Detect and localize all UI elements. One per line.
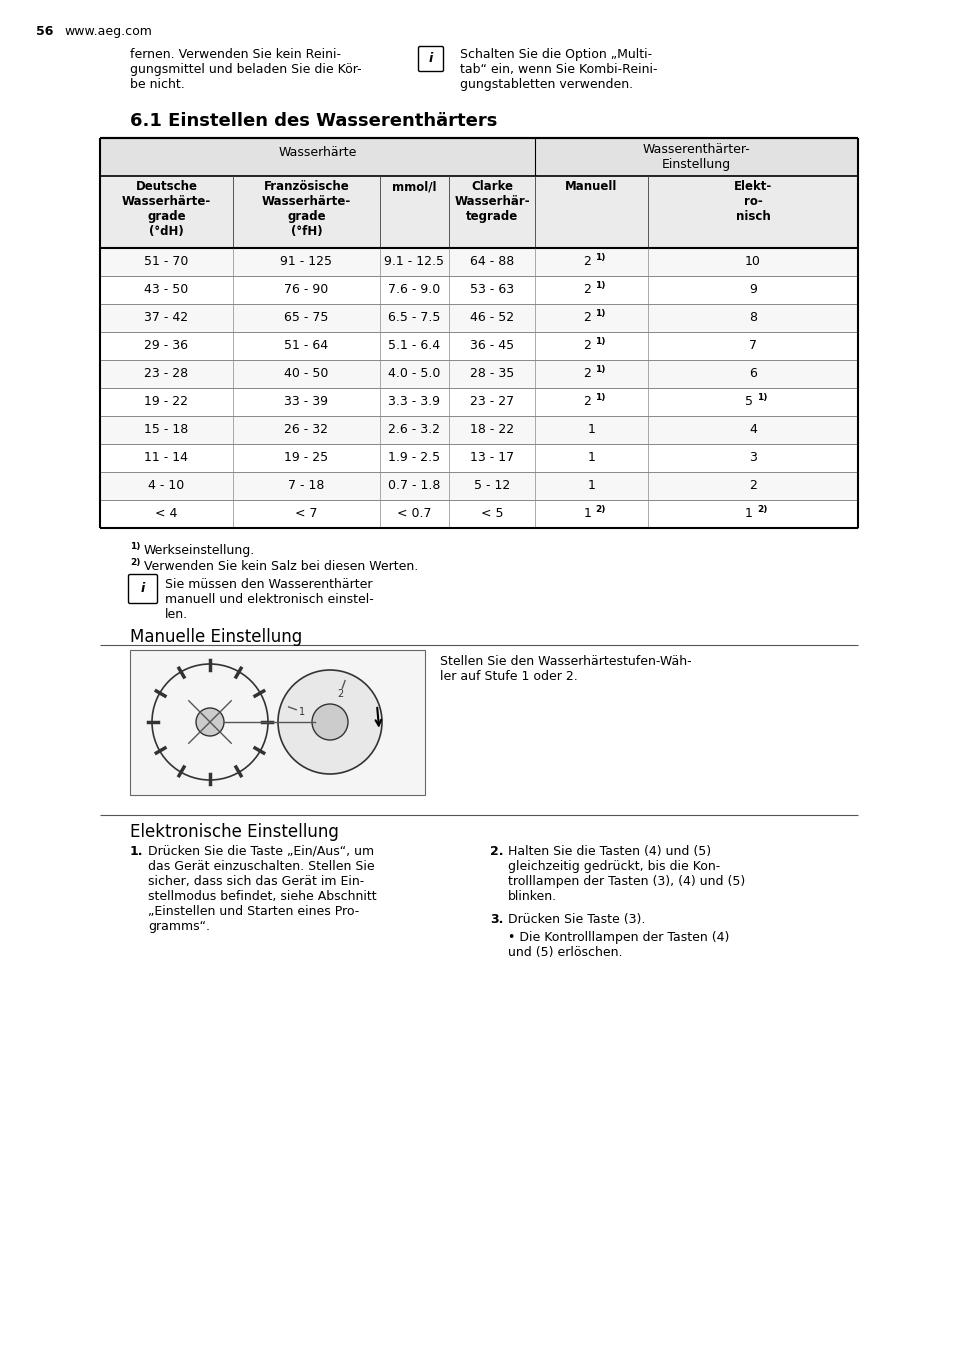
Text: 76 - 90: 76 - 90 xyxy=(284,283,328,296)
Text: 1: 1 xyxy=(744,507,752,521)
Text: 7.6 - 9.0: 7.6 - 9.0 xyxy=(388,283,440,296)
Text: Drücken Sie Taste (3).: Drücken Sie Taste (3). xyxy=(507,913,644,926)
Text: Manuell: Manuell xyxy=(565,180,617,193)
Circle shape xyxy=(312,704,348,740)
FancyBboxPatch shape xyxy=(129,575,157,603)
Text: 6: 6 xyxy=(748,366,756,380)
Text: Sie müssen den Wasserenthärter
manuell und elektronisch einstel-
len.: Sie müssen den Wasserenthärter manuell u… xyxy=(165,579,374,621)
Text: 1): 1) xyxy=(595,281,605,289)
Text: Clarke
Wasserhär-
tegrade: Clarke Wasserhär- tegrade xyxy=(454,180,529,223)
Text: 3: 3 xyxy=(748,452,756,464)
Text: 15 - 18: 15 - 18 xyxy=(144,423,189,435)
Text: Elekt-
ro-
nisch: Elekt- ro- nisch xyxy=(733,180,771,223)
Text: 36 - 45: 36 - 45 xyxy=(470,339,514,352)
Text: 2.6 - 3.2: 2.6 - 3.2 xyxy=(388,423,440,435)
Text: 53 - 63: 53 - 63 xyxy=(470,283,514,296)
Text: < 5: < 5 xyxy=(480,507,503,521)
Text: 2.: 2. xyxy=(490,845,503,859)
Text: 43 - 50: 43 - 50 xyxy=(144,283,189,296)
Text: 23 - 27: 23 - 27 xyxy=(470,395,514,408)
Text: Manuelle Einstellung: Manuelle Einstellung xyxy=(130,627,302,646)
Text: 3.3 - 3.9: 3.3 - 3.9 xyxy=(388,395,440,408)
Text: fernen. Verwenden Sie kein Reini-
gungsmittel und beladen Sie die Kör-
be nicht.: fernen. Verwenden Sie kein Reini- gungsm… xyxy=(130,49,361,91)
Bar xyxy=(100,500,857,529)
Text: 1.9 - 2.5: 1.9 - 2.5 xyxy=(388,452,440,464)
Bar xyxy=(100,247,857,276)
Text: 1): 1) xyxy=(595,337,605,346)
Text: 9: 9 xyxy=(748,283,756,296)
Text: Halten Sie die Tasten (4) und (5)
gleichzeitig gedrückt, bis die Kon-
trolllampe: Halten Sie die Tasten (4) und (5) gleich… xyxy=(507,845,744,903)
Text: 2: 2 xyxy=(583,366,591,380)
Text: Stellen Sie den Wasserhärtestufen-Wäh-
ler auf Stufe 1 oder 2.: Stellen Sie den Wasserhärtestufen-Wäh- l… xyxy=(439,654,691,683)
Text: 33 - 39: 33 - 39 xyxy=(284,395,328,408)
Text: 40 - 50: 40 - 50 xyxy=(284,366,329,380)
Text: Drücken Sie die Taste „Ein/Aus“, um
das Gerät einzuschalten. Stellen Sie
sicher,: Drücken Sie die Taste „Ein/Aus“, um das … xyxy=(148,845,376,933)
Text: 13 - 17: 13 - 17 xyxy=(470,452,514,464)
Circle shape xyxy=(195,708,224,735)
Text: 7: 7 xyxy=(748,339,757,352)
Text: 1: 1 xyxy=(587,479,595,492)
Text: 4.0 - 5.0: 4.0 - 5.0 xyxy=(388,366,440,380)
Text: 1: 1 xyxy=(587,423,595,435)
Text: 26 - 32: 26 - 32 xyxy=(284,423,328,435)
Text: 4: 4 xyxy=(748,423,756,435)
Text: 1): 1) xyxy=(595,310,605,318)
Text: 65 - 75: 65 - 75 xyxy=(284,311,329,324)
Bar xyxy=(130,650,424,795)
Text: 2: 2 xyxy=(583,283,591,296)
Text: < 0.7: < 0.7 xyxy=(396,507,432,521)
Text: Verwenden Sie kein Salz bei diesen Werten.: Verwenden Sie kein Salz bei diesen Werte… xyxy=(144,560,417,573)
Text: 2: 2 xyxy=(748,479,756,492)
Text: 1): 1) xyxy=(595,253,605,262)
Text: 51 - 64: 51 - 64 xyxy=(284,339,328,352)
Text: 18 - 22: 18 - 22 xyxy=(470,423,514,435)
Text: 28 - 35: 28 - 35 xyxy=(470,366,514,380)
Bar xyxy=(100,443,857,472)
Text: Wasserhärte: Wasserhärte xyxy=(278,146,356,160)
Bar xyxy=(100,276,857,304)
Text: 0.7 - 1.8: 0.7 - 1.8 xyxy=(388,479,440,492)
Text: 1: 1 xyxy=(583,507,591,521)
Text: 1): 1) xyxy=(130,542,140,552)
Text: < 4: < 4 xyxy=(155,507,177,521)
Text: i: i xyxy=(429,53,433,65)
Text: 2: 2 xyxy=(336,688,343,699)
Text: Schalten Sie die Option „Multi-
tab“ ein, wenn Sie Kombi-Reini-
gungstabletten v: Schalten Sie die Option „Multi- tab“ ein… xyxy=(459,49,657,91)
Text: 51 - 70: 51 - 70 xyxy=(144,256,189,268)
Bar xyxy=(100,304,857,333)
Bar xyxy=(100,176,857,247)
Text: 2: 2 xyxy=(583,339,591,352)
Text: 10: 10 xyxy=(744,256,760,268)
Text: < 7: < 7 xyxy=(294,507,317,521)
Text: Elektronische Einstellung: Elektronische Einstellung xyxy=(130,823,338,841)
Text: 1: 1 xyxy=(587,452,595,464)
Text: 5: 5 xyxy=(744,395,752,408)
Text: • Die Kontrolllampen der Tasten (4)
und (5) erlöschen.: • Die Kontrolllampen der Tasten (4) und … xyxy=(507,932,729,959)
FancyBboxPatch shape xyxy=(418,46,443,72)
Text: 3.: 3. xyxy=(490,913,503,926)
Text: www.aeg.com: www.aeg.com xyxy=(64,24,152,38)
Text: 91 - 125: 91 - 125 xyxy=(280,256,333,268)
Text: 56: 56 xyxy=(36,24,53,38)
Text: 6.1 Einstellen des Wasserenthärters: 6.1 Einstellen des Wasserenthärters xyxy=(130,112,497,130)
Text: 19 - 25: 19 - 25 xyxy=(284,452,328,464)
Text: i: i xyxy=(141,583,145,595)
Text: 7 - 18: 7 - 18 xyxy=(288,479,324,492)
Text: 37 - 42: 37 - 42 xyxy=(144,311,189,324)
Text: 5.1 - 6.4: 5.1 - 6.4 xyxy=(388,339,440,352)
Text: 19 - 22: 19 - 22 xyxy=(144,395,189,408)
Text: mmol/l: mmol/l xyxy=(392,180,436,193)
Text: 8: 8 xyxy=(748,311,757,324)
Text: 29 - 36: 29 - 36 xyxy=(144,339,189,352)
Bar xyxy=(100,138,857,176)
Text: 2): 2) xyxy=(130,558,140,566)
Text: 2: 2 xyxy=(583,311,591,324)
Text: 46 - 52: 46 - 52 xyxy=(470,311,514,324)
Text: Französische
Wasserhärte-
grade
(°fH): Französische Wasserhärte- grade (°fH) xyxy=(262,180,351,238)
Text: 9.1 - 12.5: 9.1 - 12.5 xyxy=(384,256,444,268)
Text: 1): 1) xyxy=(757,393,766,402)
Text: 2): 2) xyxy=(595,506,605,514)
Text: 11 - 14: 11 - 14 xyxy=(144,452,189,464)
Text: 2: 2 xyxy=(583,256,591,268)
Text: 2): 2) xyxy=(757,506,766,514)
